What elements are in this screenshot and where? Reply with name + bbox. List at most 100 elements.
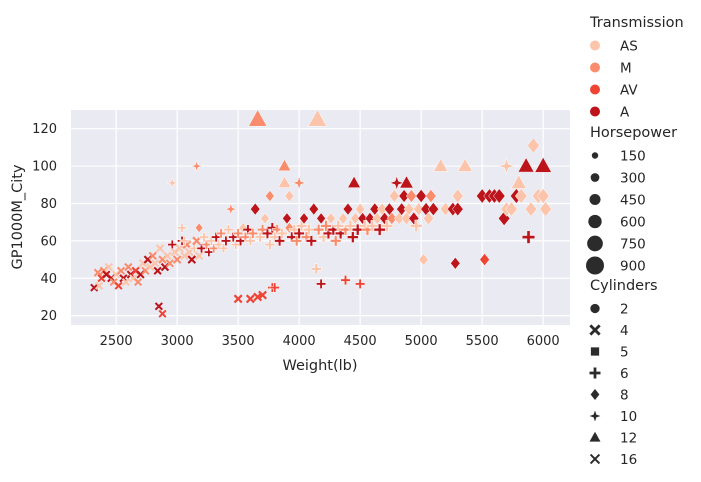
data-point — [355, 278, 366, 289]
data-point — [423, 211, 434, 226]
data-point — [450, 256, 461, 270]
legend-label-transmission: M — [620, 61, 632, 77]
legend-marker-transmission — [590, 106, 600, 117]
data-point — [116, 266, 126, 275]
legend-marker-horsepower — [587, 235, 603, 252]
data-point — [386, 211, 398, 225]
data-point — [318, 231, 330, 243]
legend-label-cylinders: 2 — [620, 302, 629, 318]
data-point — [410, 219, 423, 233]
grid-lines — [71, 110, 570, 325]
data-point — [245, 294, 255, 304]
data-point — [94, 281, 104, 290]
legend-label-cylinders: 4 — [620, 323, 629, 339]
data-point — [274, 235, 285, 247]
data-point — [265, 190, 275, 202]
x-tick-label: 3500 — [222, 334, 255, 349]
data-point — [351, 223, 364, 236]
data-point — [372, 212, 383, 225]
data-point — [204, 247, 214, 257]
data-point — [308, 202, 319, 216]
data-point — [248, 109, 268, 127]
data-point — [539, 201, 552, 217]
y-tick-label: 60 — [40, 234, 57, 249]
legend: Transmission AS M AV A Horsepower 150 300 450… — [586, 15, 684, 468]
data-point — [224, 202, 238, 216]
data-point — [218, 243, 229, 254]
legend-label-horsepower: 900 — [620, 259, 646, 275]
data-point — [347, 175, 361, 188]
data-point — [93, 268, 102, 277]
legend-label-transmission: A — [620, 105, 630, 121]
data-point — [316, 278, 327, 289]
legend-label-cylinders: 5 — [620, 345, 629, 361]
data-point — [388, 189, 400, 203]
legend-title-horsepower: Horsepower — [590, 125, 677, 141]
data-point — [303, 224, 315, 236]
x-tick-label: 5500 — [466, 334, 499, 349]
data-point — [223, 224, 234, 235]
data-point — [247, 228, 258, 239]
legend-label-horsepower: 450 — [620, 193, 646, 209]
data-point — [527, 137, 540, 154]
legend-label-horsepower: 600 — [620, 215, 646, 231]
data-point — [179, 236, 190, 246]
data-point — [276, 228, 288, 239]
data-point — [380, 219, 394, 232]
data-point — [452, 201, 464, 217]
legend-label-cylinders: 10 — [620, 409, 637, 425]
data-point — [277, 175, 292, 188]
data-point — [415, 189, 427, 203]
data-point — [479, 253, 490, 267]
data-point — [196, 243, 207, 254]
data-point — [269, 282, 280, 293]
legend-marker-transmission — [590, 40, 600, 51]
data-point — [187, 255, 197, 264]
data-point — [413, 202, 425, 216]
data-point — [166, 176, 179, 189]
x-tick-label: 3000 — [161, 334, 194, 349]
data-point — [403, 202, 415, 216]
data-point — [514, 188, 528, 204]
legend-label-cylinders: 12 — [620, 431, 637, 447]
legend-marker-horsepower — [590, 173, 600, 182]
legend-marker-horsepower — [586, 256, 604, 275]
y-tick-label: 40 — [40, 272, 57, 287]
data-points — [90, 109, 552, 318]
data-point — [389, 175, 405, 191]
data-point — [253, 292, 263, 302]
data-point — [505, 201, 518, 217]
data-point — [277, 158, 292, 172]
data-point — [165, 259, 174, 268]
data-point — [282, 212, 292, 225]
data-point — [313, 224, 325, 236]
data-point — [418, 253, 429, 266]
data-point — [230, 239, 241, 250]
legend-title-transmission: Transmission — [589, 15, 684, 31]
data-point — [457, 157, 473, 172]
legend-marker-transmission — [590, 84, 600, 95]
data-point — [517, 157, 535, 173]
data-point — [260, 212, 270, 225]
data-point — [158, 309, 167, 318]
data-point — [254, 231, 266, 243]
data-point — [355, 202, 366, 216]
data-point — [305, 235, 317, 247]
data-point — [284, 189, 295, 203]
data-point — [208, 243, 219, 254]
data-point — [339, 223, 352, 236]
x-tick-label: 5000 — [405, 334, 438, 349]
y-tick-label: 20 — [40, 309, 57, 324]
legend-marker-horsepower — [588, 214, 602, 229]
y-tick-labels: 20 40 60 80 100 120 — [32, 122, 57, 324]
data-point — [398, 189, 410, 203]
data-point — [245, 235, 256, 247]
legend-title-cylinders: Cylinders — [590, 278, 658, 294]
data-point — [510, 174, 527, 189]
data-point — [307, 109, 328, 127]
data-point — [172, 255, 182, 264]
legend-marker-cylinders — [589, 367, 601, 379]
data-point — [258, 290, 267, 300]
data-point — [114, 281, 123, 290]
